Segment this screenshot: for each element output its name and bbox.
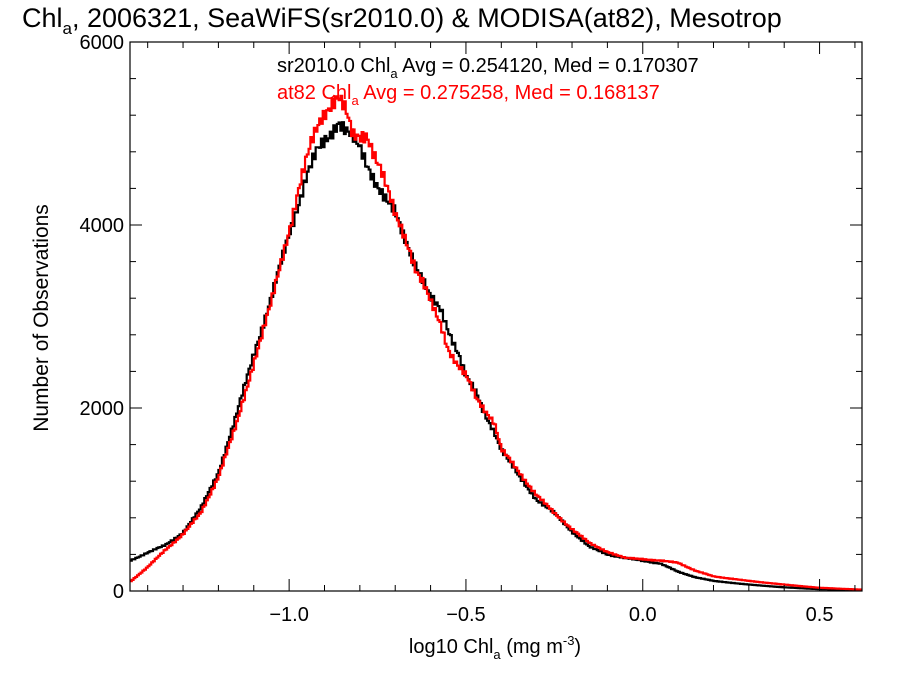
title-chl: Chl bbox=[22, 3, 63, 33]
y-axis-label: Number of Observations bbox=[30, 204, 53, 432]
title-sub: a bbox=[63, 19, 73, 38]
series-layer bbox=[130, 94, 862, 592]
axes-layer: −1.0 −0.5 0.0 0.5 0 2000 4000 6000 bbox=[80, 32, 863, 626]
x-tick-label: 0.5 bbox=[806, 604, 834, 626]
series-sr2010.0-histogram bbox=[130, 121, 862, 592]
x-tick-label: 0.0 bbox=[629, 604, 657, 626]
title-rest: , 2006321, SeaWiFS(sr2010.0) & MODISA(at… bbox=[72, 3, 782, 33]
x-tick-label: −1.0 bbox=[269, 604, 308, 626]
chart-title: Chla, 2006321, SeaWiFS(sr2010.0) & MODIS… bbox=[22, 3, 782, 38]
y-tick-label: 4000 bbox=[80, 215, 125, 237]
y-tick-label: 6000 bbox=[80, 32, 125, 54]
y-tick-label: 0 bbox=[113, 581, 124, 603]
x-axis-label: log10 Chla (mg m-3) bbox=[409, 633, 581, 662]
plot-frame bbox=[129, 41, 863, 592]
x-tick-label: −0.5 bbox=[446, 604, 485, 626]
legend-stats-sr2010: sr2010.0 Chla Avg = 0.254120, Med = 0.17… bbox=[277, 55, 699, 81]
legend-stats-at82: at82 Chla Avg = 0.275258, Med = 0.168137 bbox=[277, 82, 660, 108]
series-at82-histogram bbox=[130, 94, 862, 591]
y-tick-label: 2000 bbox=[80, 398, 125, 420]
